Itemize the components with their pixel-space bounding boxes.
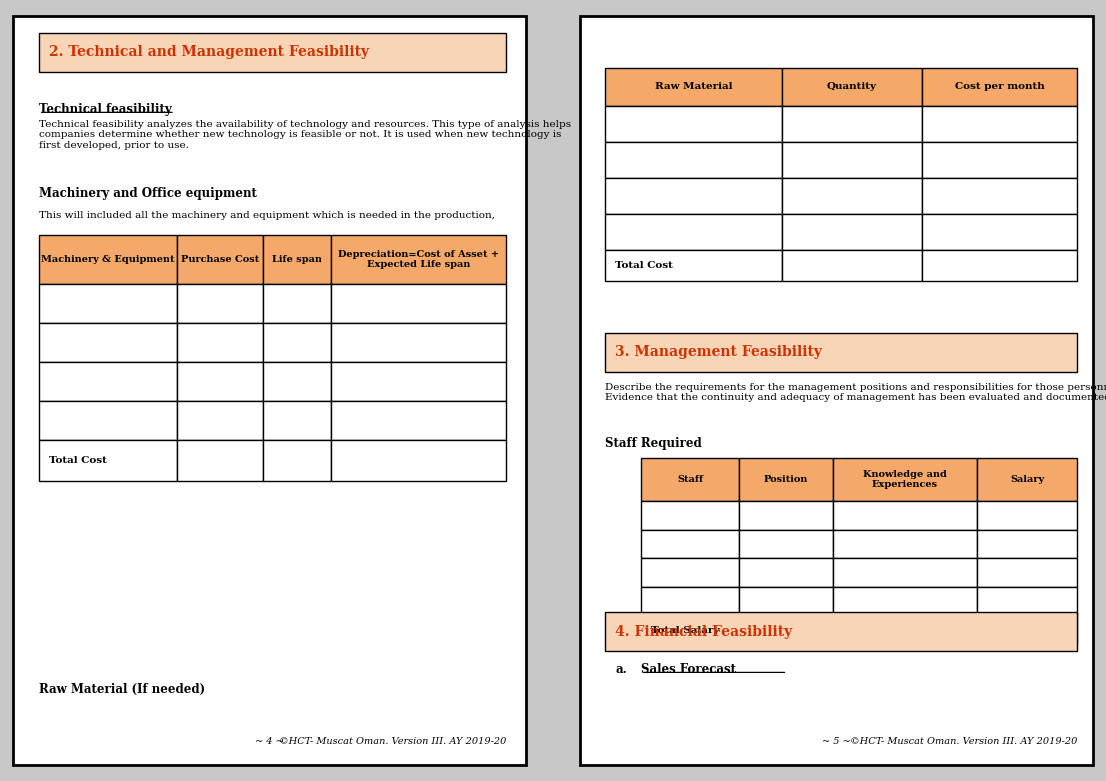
- Bar: [605, 213, 782, 250]
- Bar: [921, 68, 1077, 105]
- Bar: [921, 177, 1077, 213]
- Bar: [977, 587, 1077, 615]
- Text: Machinery & Equipment: Machinery & Equipment: [41, 255, 175, 264]
- Bar: [782, 213, 921, 250]
- Bar: [641, 615, 739, 645]
- Bar: [782, 105, 921, 141]
- Text: Staff: Staff: [677, 475, 703, 484]
- Bar: [605, 68, 782, 105]
- Bar: [833, 501, 977, 530]
- Bar: [263, 440, 331, 481]
- Text: ©HCT- Muscat Oman. Version III. AY 2019-20: ©HCT- Muscat Oman. Version III. AY 2019-…: [849, 737, 1077, 746]
- Text: This will included all the machinery and equipment which is needed in the produc: This will included all the machinery and…: [39, 212, 494, 220]
- Bar: [263, 362, 331, 401]
- Bar: [605, 141, 782, 177]
- Text: 3. Management Feasibility: 3. Management Feasibility: [615, 345, 823, 359]
- Text: Total Cost: Total Cost: [49, 456, 107, 465]
- Text: Technical feasibility analyzes the availability of technology and resources. Thi: Technical feasibility analyzes the avail…: [39, 119, 571, 150]
- Bar: [331, 440, 505, 481]
- Bar: [833, 615, 977, 645]
- Bar: [39, 401, 177, 440]
- Bar: [177, 440, 263, 481]
- Bar: [921, 250, 1077, 281]
- Text: Quantity: Quantity: [827, 82, 877, 91]
- Bar: [605, 177, 782, 213]
- Bar: [177, 401, 263, 440]
- Bar: [833, 558, 977, 587]
- Text: Raw Material: Raw Material: [655, 82, 732, 91]
- Bar: [39, 33, 505, 72]
- Bar: [833, 458, 977, 501]
- Bar: [331, 401, 505, 440]
- Bar: [782, 177, 921, 213]
- Bar: [782, 68, 921, 105]
- Bar: [641, 558, 739, 587]
- Bar: [605, 333, 1077, 372]
- Text: Knowledge and
Experiences: Knowledge and Experiences: [863, 470, 947, 490]
- Text: Raw Material (If needed): Raw Material (If needed): [39, 683, 205, 697]
- Bar: [641, 501, 739, 530]
- Bar: [641, 530, 739, 558]
- Bar: [977, 558, 1077, 587]
- Text: Total Cost: Total Cost: [615, 261, 674, 269]
- Bar: [177, 362, 263, 401]
- Bar: [331, 323, 505, 362]
- Bar: [263, 235, 331, 284]
- Bar: [605, 105, 782, 141]
- Bar: [921, 141, 1077, 177]
- Bar: [641, 587, 739, 615]
- Text: 2. Technical and Management Feasibility: 2. Technical and Management Feasibility: [49, 45, 369, 59]
- Bar: [263, 401, 331, 440]
- Bar: [739, 587, 833, 615]
- Bar: [39, 440, 177, 481]
- Bar: [977, 615, 1077, 645]
- Bar: [977, 458, 1077, 501]
- Bar: [921, 105, 1077, 141]
- Text: Cost per month: Cost per month: [954, 82, 1044, 91]
- Bar: [977, 530, 1077, 558]
- Text: ~ 4 ~: ~ 4 ~: [255, 737, 284, 746]
- Bar: [177, 235, 263, 284]
- Bar: [331, 284, 505, 323]
- Bar: [739, 530, 833, 558]
- Bar: [177, 323, 263, 362]
- Text: 4. Financial Feasibility: 4. Financial Feasibility: [615, 625, 793, 639]
- Bar: [605, 612, 1077, 651]
- Bar: [739, 501, 833, 530]
- Bar: [39, 235, 177, 284]
- Bar: [921, 213, 1077, 250]
- Text: Depreciation=Cost of Asset +
Expected Life span: Depreciation=Cost of Asset + Expected Li…: [337, 250, 499, 269]
- Text: Sales Forecast: Sales Forecast: [641, 663, 737, 676]
- Text: Position: Position: [764, 475, 808, 484]
- Bar: [39, 323, 177, 362]
- Bar: [977, 501, 1077, 530]
- Text: Purchase Cost: Purchase Cost: [180, 255, 259, 264]
- Bar: [331, 235, 505, 284]
- Bar: [782, 141, 921, 177]
- Text: Life span: Life span: [272, 255, 322, 264]
- Bar: [263, 284, 331, 323]
- Text: Technical feasibility: Technical feasibility: [39, 103, 171, 116]
- Bar: [641, 458, 739, 501]
- Bar: [263, 323, 331, 362]
- Bar: [739, 615, 833, 645]
- Text: Machinery and Office equipment: Machinery and Office equipment: [39, 187, 257, 200]
- Bar: [833, 587, 977, 615]
- Bar: [177, 284, 263, 323]
- Text: ~ 5 ~: ~ 5 ~: [822, 737, 851, 746]
- Bar: [782, 250, 921, 281]
- Bar: [331, 362, 505, 401]
- Text: ©HCT- Muscat Oman. Version III. AY 2019-20: ©HCT- Muscat Oman. Version III. AY 2019-…: [279, 737, 505, 746]
- Bar: [739, 558, 833, 587]
- Bar: [39, 284, 177, 323]
- Text: Total Salary: Total Salary: [651, 626, 720, 635]
- Bar: [833, 530, 977, 558]
- Bar: [739, 458, 833, 501]
- Text: Describe the requirements for the management positions and responsibilities for : Describe the requirements for the manage…: [605, 383, 1106, 402]
- Text: Salary: Salary: [1010, 475, 1044, 484]
- Text: a.: a.: [615, 663, 627, 676]
- Bar: [605, 250, 782, 281]
- Text: Staff Required: Staff Required: [605, 437, 702, 450]
- Bar: [39, 362, 177, 401]
